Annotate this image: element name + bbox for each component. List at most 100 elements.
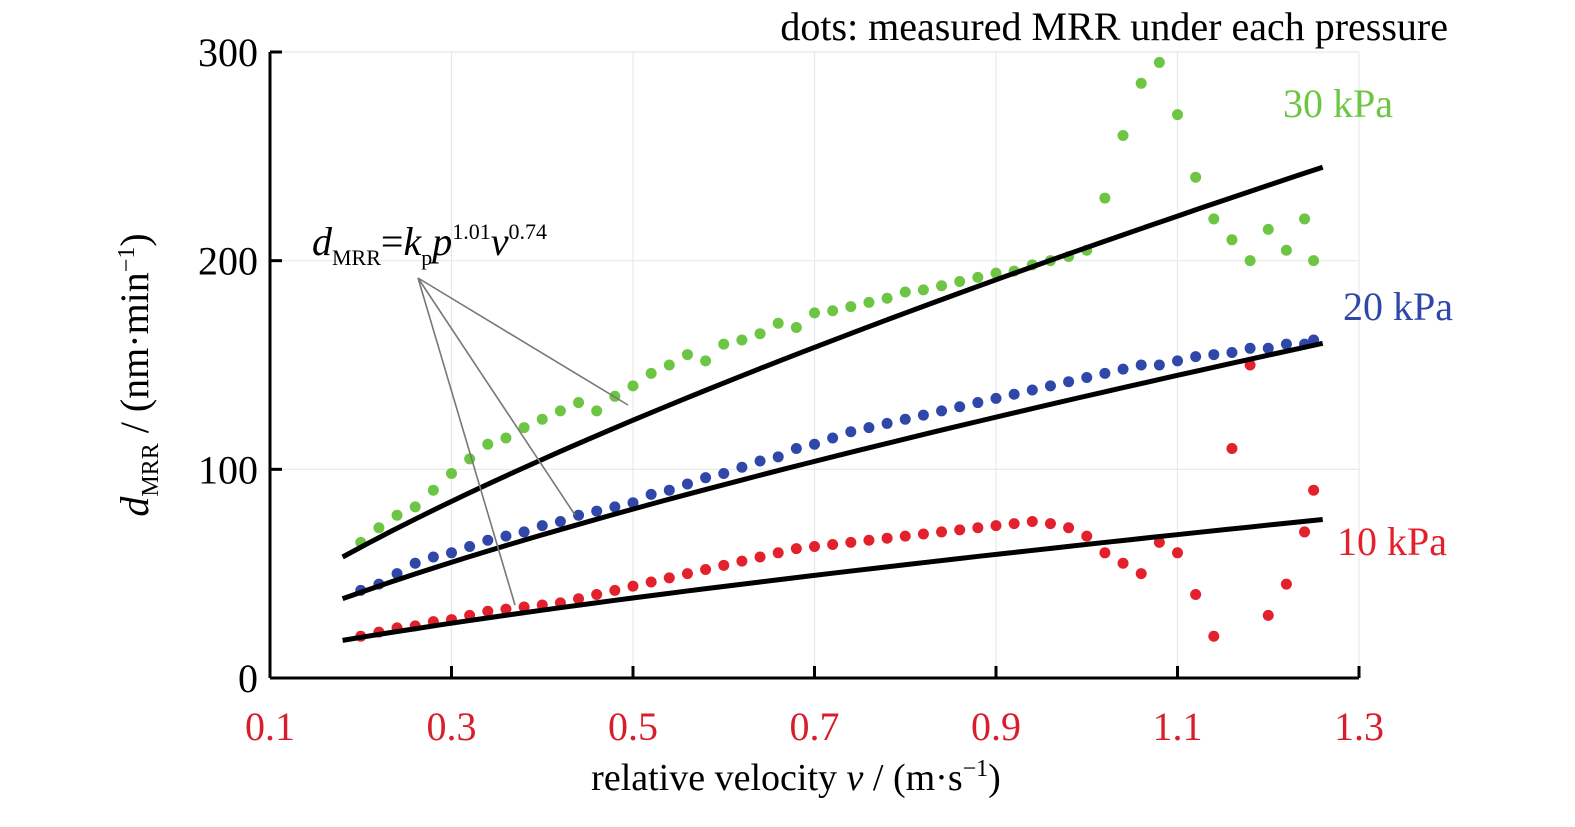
data-point [409,557,421,569]
data-point [1280,578,1292,590]
data-point [899,413,911,425]
data-point [681,349,693,361]
formula-k: k [403,219,422,264]
data-point [1262,223,1274,235]
formula-d-sub: MRR [332,245,381,270]
data-point [954,524,966,536]
data-point [809,438,820,450]
data-point [609,501,621,513]
x-tick-label: 0.1 [245,704,295,749]
y-axis-title-sup: −1 [114,247,140,273]
data-point [1153,536,1165,548]
data-point [681,478,693,490]
data-point [863,534,875,546]
data-point [1308,484,1320,496]
data-point [1099,192,1111,204]
data-point [881,417,893,429]
data-point [464,541,476,553]
y-axis-title-close: ) [112,233,157,246]
data-point [1244,342,1256,354]
data-point [536,413,548,425]
data-point [1299,213,1311,225]
formula-text: dMRR=kpp1.01v0.74 [312,219,547,270]
data-point [1153,56,1165,68]
data-point [645,488,657,500]
data-point [1299,526,1311,538]
data-point [972,522,984,534]
data-point [1117,557,1129,569]
x-tick-label: 0.3 [427,704,477,749]
data-point [482,438,494,450]
data-point [573,593,585,605]
formula-v-sup: 0.74 [509,219,548,244]
data-point [591,405,603,417]
x-axis-title: relative velocity v / (m·s−1) [591,756,1001,799]
data-point [1063,522,1075,534]
data-point [1172,547,1183,559]
data-point [482,534,494,546]
fit-curves [341,164,1324,643]
data-point [645,367,657,379]
data-point [1135,568,1147,580]
data-point [518,601,530,613]
data-point [1172,109,1183,121]
y-tick-label: 0 [238,656,258,701]
data-point [1008,388,1020,400]
data-point [1280,338,1292,350]
data-point [536,520,548,532]
data-point [845,426,857,438]
data-point [917,284,929,296]
data-point [754,455,766,467]
data-point [990,392,1002,404]
data-point [790,543,802,555]
data-point [409,501,421,513]
data-point [736,555,748,567]
data-point [573,397,585,409]
x-axis-title-close: ) [988,757,1001,799]
data-point [1244,255,1256,267]
data-point [1190,589,1202,601]
data-point [917,528,929,540]
formula-pointer-3 [417,277,516,606]
data-point [1208,349,1220,361]
data-point [1262,342,1274,354]
data-point [1063,376,1075,388]
data-point [881,292,893,304]
data-point [1008,518,1020,530]
data-point [790,442,802,454]
data-point [573,509,585,521]
data-point [1044,518,1056,530]
data-point [1117,129,1129,141]
tick-labels: 0.1 0.3 0.5 0.7 0.9 1.1 1.3 0 100 200 300 [198,30,1384,749]
data-point [899,530,911,542]
data-point [936,526,948,538]
data-point [591,505,603,517]
data-point [827,432,839,444]
data-point [809,307,820,319]
formula-p: p [429,219,452,264]
data-point [736,334,748,346]
data-point [754,328,766,340]
fit-curve [342,517,1323,643]
data-point [391,509,403,521]
data-point [627,497,639,509]
data-point [718,338,730,350]
formula-pointer-2 [417,277,576,516]
x-axis-title-sup: −1 [963,756,989,782]
x-tick-label: 0.7 [790,704,840,749]
y-axis-title-sub: MRR [138,443,164,496]
data-point [609,584,621,596]
data-point [700,472,712,484]
series-label: 20 kPa [1343,284,1453,329]
data-point [1308,255,1320,267]
data-point [1135,77,1147,89]
x-axis-title-var: v [847,757,864,799]
formula-eq: = [381,219,404,264]
data-point [1262,609,1274,621]
data-point [990,267,1002,279]
data-point [827,538,839,550]
data-point [500,432,512,444]
data-point [1226,346,1238,358]
y-tick-label: 300 [198,30,258,75]
